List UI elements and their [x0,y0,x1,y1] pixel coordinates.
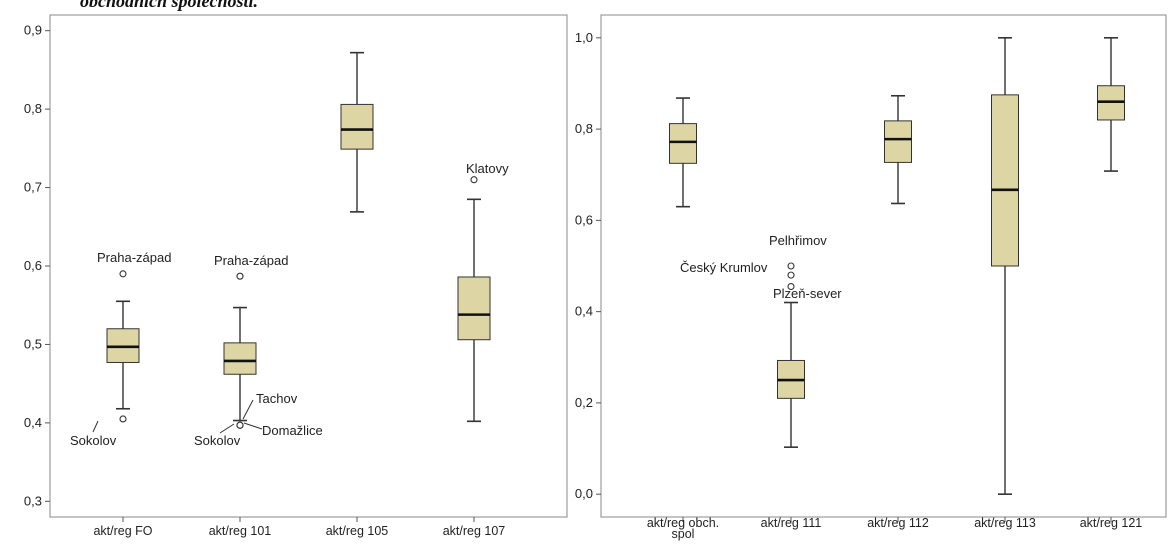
category-label: akt/reg FO [93,524,152,538]
figure-heading: obchodních společností. [80,0,259,11]
box-iqr [884,120,912,163]
y-tick-label: 0,6 [24,258,42,273]
y-tick-label: 0,8 [24,101,42,116]
box-iqr [669,123,697,164]
outlier-label-klatovy: Klatovy [466,161,509,176]
outlier-point [787,262,795,270]
outlier-label-praha-zapad-101: Praha-západ [214,253,288,268]
category-label: akt/reg 101 [209,524,272,538]
category-label: akt/reg 121 [1080,516,1143,530]
box-iqr [340,103,374,150]
category-label: akt/reg 107 [443,524,506,538]
y-tick-label: 0,4 [24,415,42,430]
boxplot-left: 0,9 0,8 0,7 0,6 0,5 0,4 0,3 Praha-západ Sokolo… [24,14,568,538]
outlier-point [236,272,244,280]
outlier-label-tachov: Tachov [256,391,298,406]
outlier-label-praha-zapad-fo: Praha-západ [97,250,171,265]
outlier-point [236,421,244,429]
outlier-label-pelhrimov: Pelhřimov [769,233,827,248]
category-label: akt/reg obch. spol [647,516,719,541]
box-iqr [223,342,257,375]
outlier-point [119,415,127,423]
category-label: akt/reg 105 [326,524,389,538]
outlier-label-domazlice: Domažlice [262,423,323,438]
outlier-point [787,282,795,291]
y-tick-label: 0,3 [24,493,42,508]
box-iqr [777,359,805,399]
plot-frame [49,14,568,518]
outlier-label-cesky-krumlov: Český Krumlov [680,260,768,275]
box-iqr [991,94,1019,267]
box-iqr [1097,85,1125,121]
category-label: akt/reg 111 [761,516,822,530]
y-tick-label: 0,9 [24,23,42,38]
outlier-point [119,270,127,278]
outlier-label-sokolov-fo: Sokolov [70,433,117,448]
y-tick-label: 0,5 [24,336,42,351]
plot-frame [600,14,1167,518]
y-tick-label: 0,7 [24,180,42,195]
outlier-label-plzen-sever: Plzeň-sever [773,286,842,301]
outlier-label-sokolov-101: Sokolov [194,433,241,448]
outlier-point [470,176,478,184]
category-label: akt/reg 113 [974,516,1036,530]
box-iqr [457,276,491,341]
outlier-point [787,271,795,279]
category-label: akt/reg 112 [867,516,929,530]
